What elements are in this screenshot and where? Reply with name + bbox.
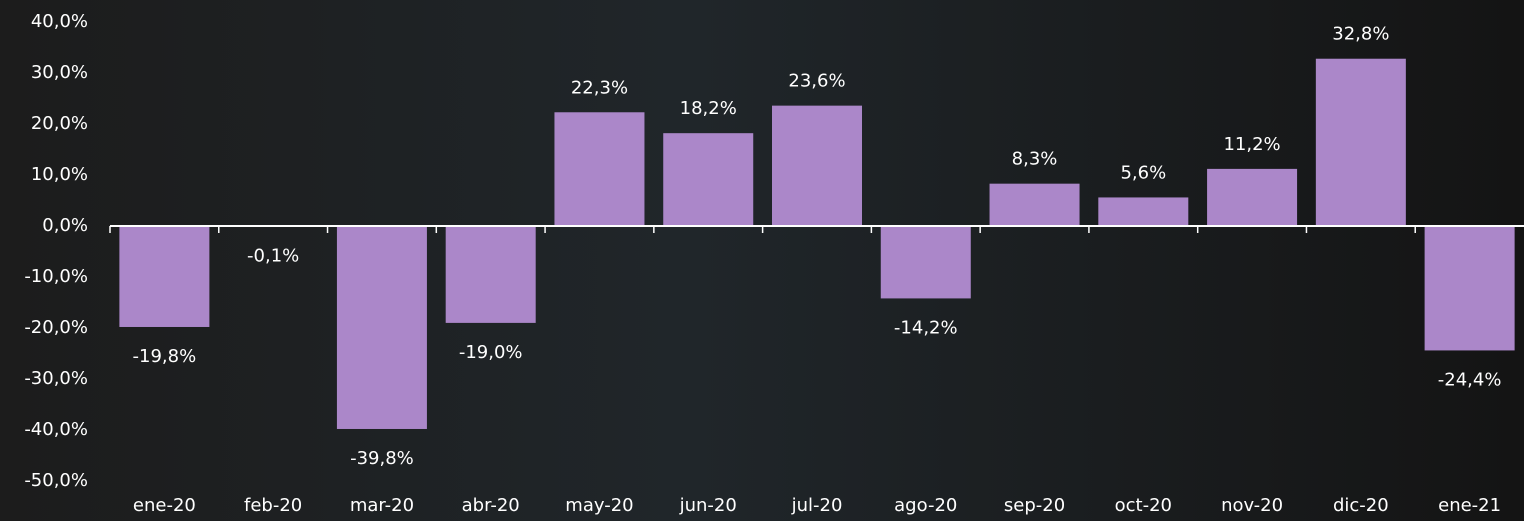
value-label: 23,6% bbox=[788, 71, 845, 92]
y-tick-label: -40,0% bbox=[24, 419, 88, 440]
y-tick-label: 30,0% bbox=[31, 62, 88, 83]
value-label: 18,2% bbox=[680, 98, 737, 119]
value-label: -0,1% bbox=[247, 246, 299, 267]
bar bbox=[1315, 58, 1406, 226]
bar bbox=[989, 183, 1080, 226]
value-label: -14,2% bbox=[894, 317, 958, 338]
bar bbox=[1098, 197, 1189, 226]
bar bbox=[880, 226, 971, 299]
value-label: 5,6% bbox=[1120, 162, 1166, 183]
x-tick-label: feb-20 bbox=[244, 495, 302, 516]
x-tick-label: may-20 bbox=[565, 495, 633, 516]
bar bbox=[772, 105, 862, 226]
x-tick-label: ene-21 bbox=[1438, 495, 1501, 516]
value-label: 22,3% bbox=[571, 77, 628, 98]
bar bbox=[1424, 226, 1515, 351]
bar bbox=[1207, 168, 1298, 226]
y-tick-label: -30,0% bbox=[24, 368, 88, 389]
bar bbox=[119, 226, 210, 327]
value-label: 8,3% bbox=[1012, 149, 1058, 170]
bar bbox=[336, 226, 427, 429]
value-label: -19,8% bbox=[133, 346, 197, 367]
bar bbox=[663, 133, 754, 226]
bar bbox=[445, 226, 536, 323]
value-label: -39,8% bbox=[350, 448, 414, 469]
x-tick-label: sep-20 bbox=[1004, 495, 1065, 516]
y-tick-label: 10,0% bbox=[31, 164, 88, 185]
y-tick-label: 20,0% bbox=[31, 113, 88, 134]
x-tick-label: nov-20 bbox=[1221, 495, 1283, 516]
x-tick-label: jun-20 bbox=[679, 495, 737, 516]
x-tick-label: mar-20 bbox=[350, 495, 414, 516]
x-tick-label: jul-20 bbox=[791, 495, 843, 516]
x-tick-label: ago-20 bbox=[894, 495, 957, 516]
y-tick-label: 40,0% bbox=[31, 11, 88, 32]
value-label: 32,8% bbox=[1332, 24, 1389, 45]
value-label: -24,4% bbox=[1438, 369, 1502, 390]
x-tick-label: oct-20 bbox=[1115, 495, 1172, 516]
y-tick-label: -10,0% bbox=[24, 266, 88, 287]
value-label: 11,2% bbox=[1223, 134, 1280, 155]
bar bbox=[554, 112, 645, 226]
x-tick-label: dic-20 bbox=[1333, 495, 1389, 516]
x-tick-label: ene-20 bbox=[133, 495, 196, 516]
y-tick-label: 0,0% bbox=[42, 215, 88, 236]
value-label: -19,0% bbox=[459, 342, 523, 363]
y-tick-label: -50,0% bbox=[24, 470, 88, 491]
x-tick-label: abr-20 bbox=[462, 495, 520, 516]
y-tick-label: -20,0% bbox=[24, 317, 88, 338]
